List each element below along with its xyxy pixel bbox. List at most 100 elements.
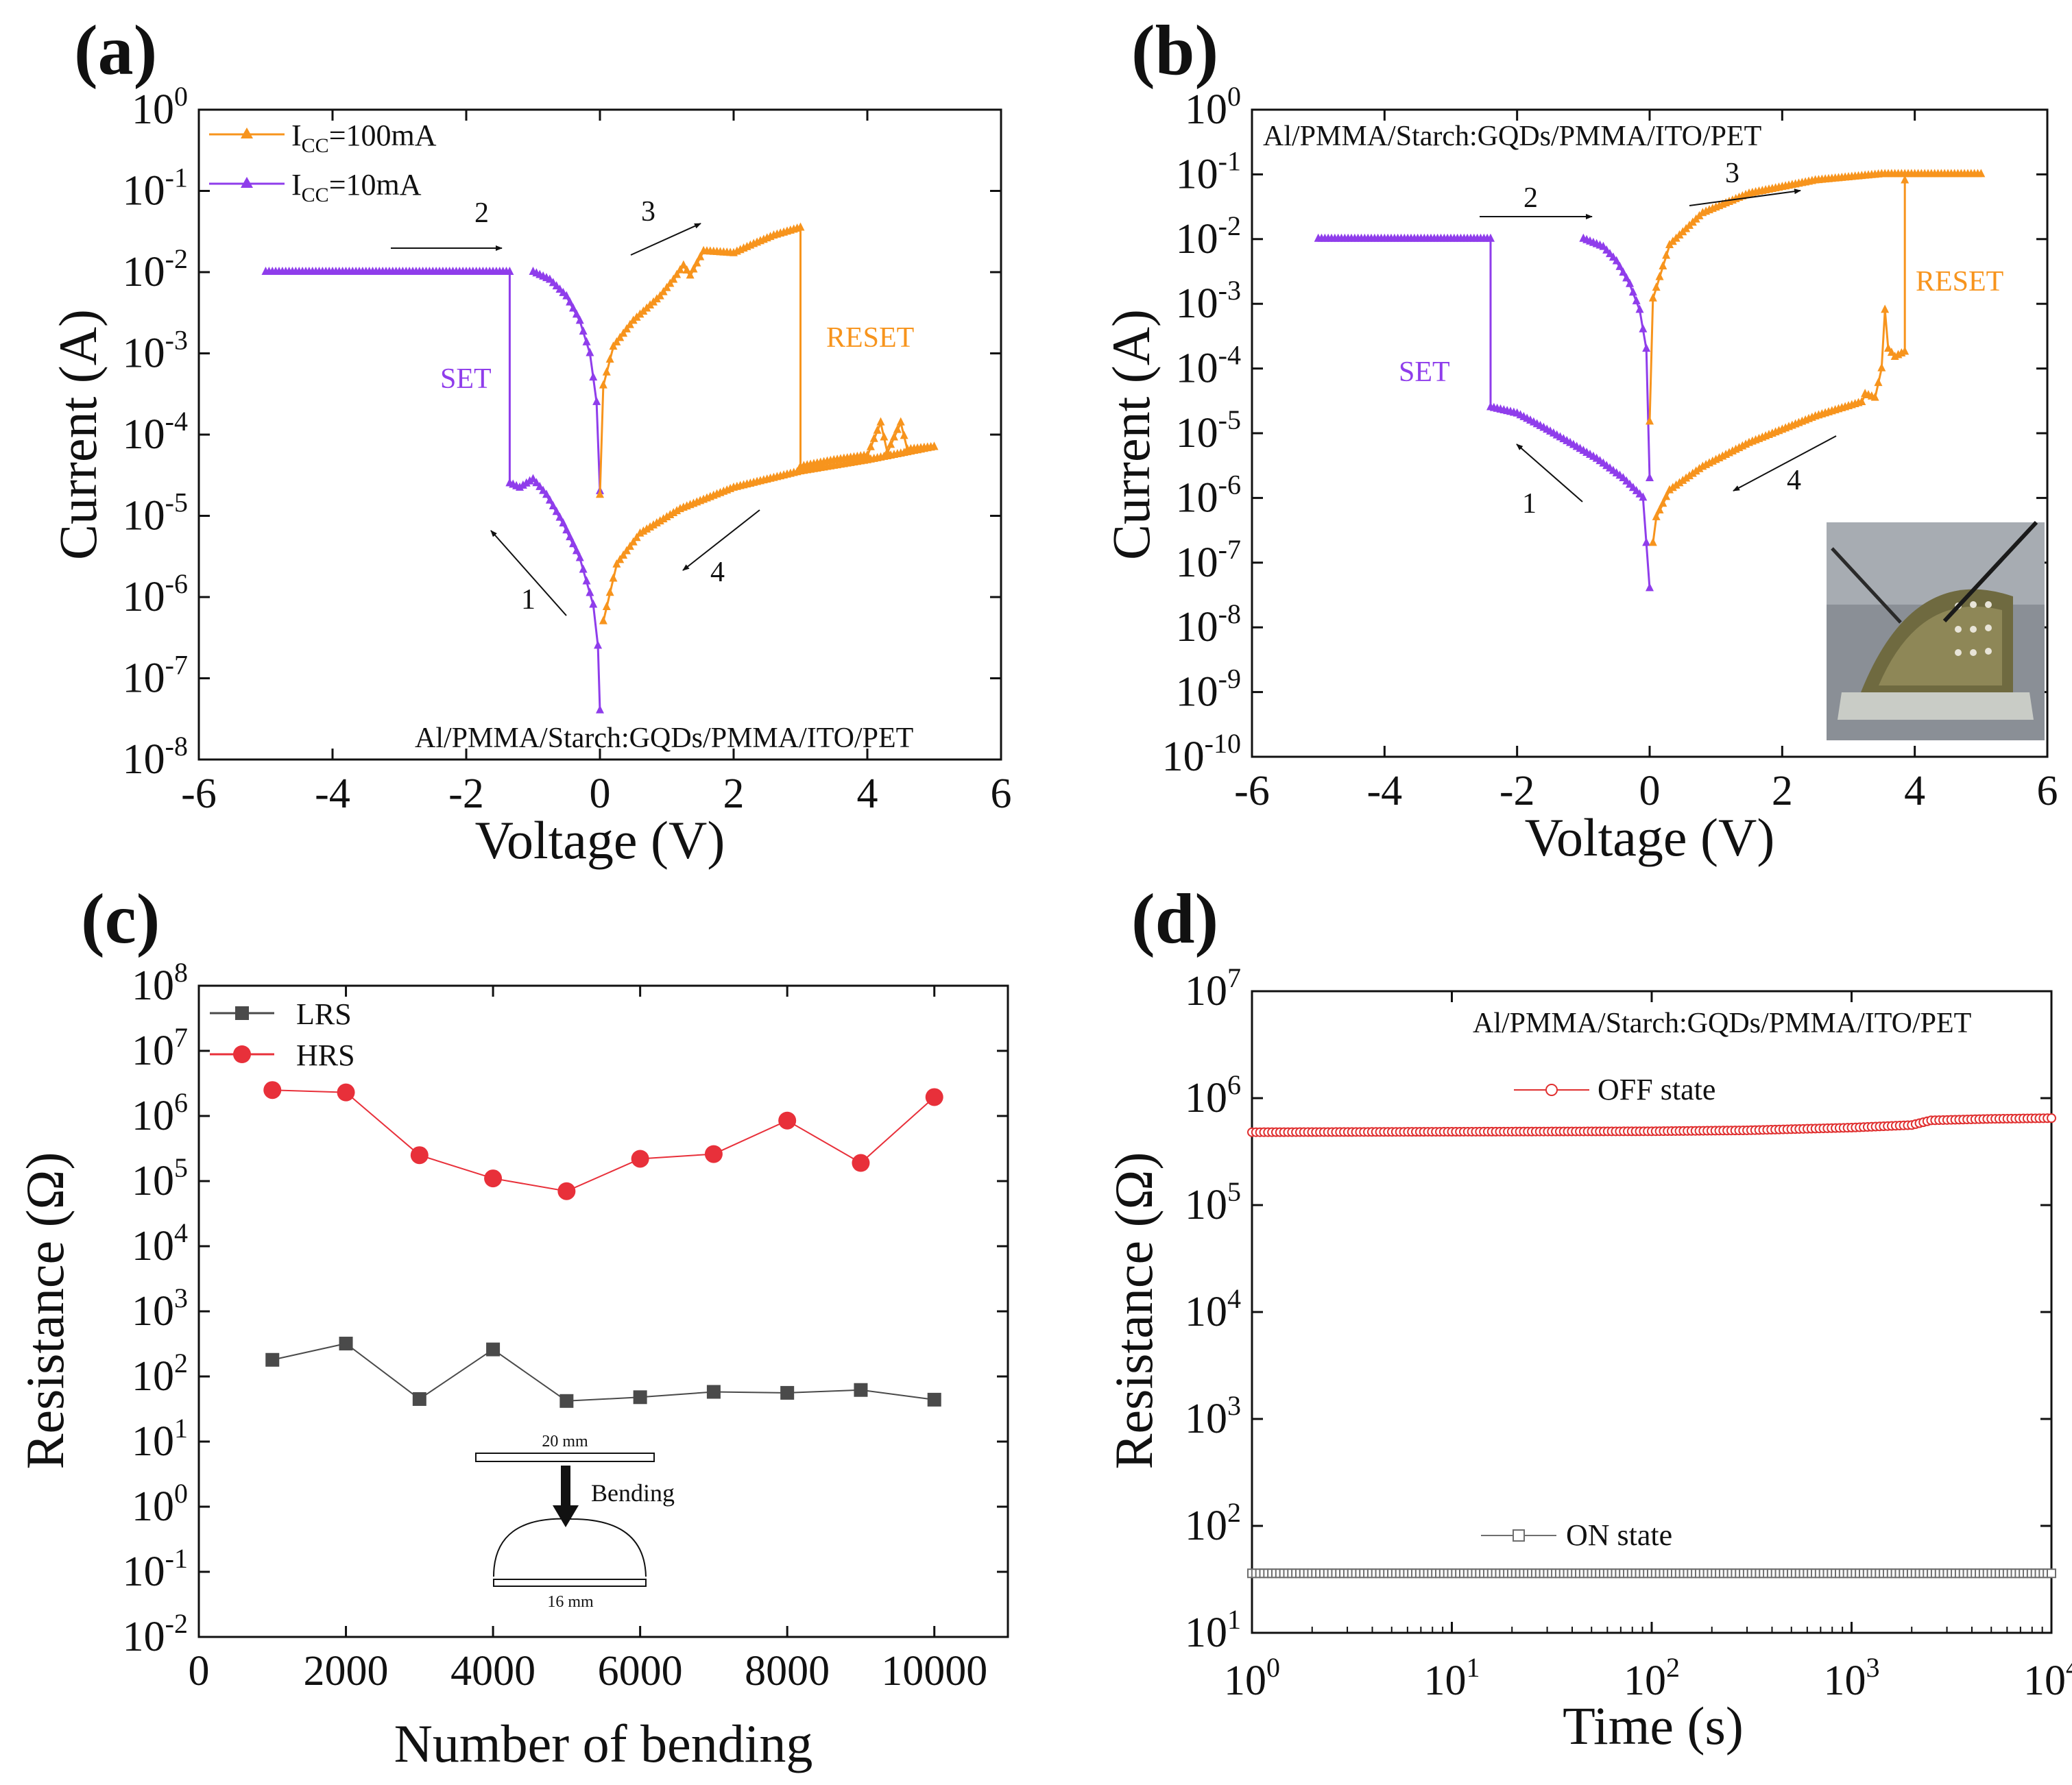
a-data-point — [625, 542, 634, 550]
b-data-point — [1648, 537, 1657, 546]
a-data-point — [676, 265, 684, 274]
a-data-point — [566, 532, 575, 541]
a-data-point — [686, 270, 695, 279]
a-data-point — [636, 528, 645, 537]
a-data-point — [594, 640, 603, 649]
chart-panel-c: 0 2000 4000 6000 8000 10000 108 107 106 105 104 103… — [15, 957, 1009, 1773]
a-data-point — [575, 552, 584, 561]
b-data-point — [1642, 537, 1651, 546]
flat-film-rect — [475, 1453, 655, 1462]
arrow-label-b-3: 3 — [1725, 158, 1739, 189]
b-data-point — [1659, 261, 1667, 270]
bending-arrow-head — [553, 1505, 579, 1527]
bent-length-label: 16 mm — [547, 1593, 594, 1611]
a-data-point — [549, 500, 557, 509]
b-data-point — [1659, 498, 1667, 507]
a-data-point — [873, 425, 882, 434]
b-data-point — [1884, 343, 1892, 352]
b-data-point — [1486, 233, 1495, 242]
a-data-point — [518, 480, 527, 489]
arrow-label-b-4: 4 — [1787, 465, 1801, 496]
b-data-point — [1635, 304, 1644, 313]
series-group-b — [1314, 169, 1986, 592]
arrow-label-a-3: 3 — [641, 196, 655, 228]
legend-marker-a-100mA — [241, 127, 253, 138]
device-label-b: Al/PMMA/Starch:GQDs/PMMA/ITO/PET — [1263, 121, 1761, 152]
y-tick-label: 10-9 — [1176, 664, 1241, 716]
x-tick-label: 100 — [1224, 1652, 1280, 1704]
y-axis-label-d: Resistance (Ω) — [1104, 1152, 1164, 1470]
chart-panel-a: -6 -4 -2 0 2 4 6 100 10-1 10-2 10-3 10-4 10-5 10-6 10-… — [48, 81, 1012, 870]
b-series-line-1 — [1582, 238, 1651, 479]
y-tick-label: 10-10 — [1162, 728, 1241, 780]
axis-ticks-d: 100101102103104107106105104103102101 — [1185, 962, 2072, 1704]
b-data-point — [1632, 295, 1641, 304]
arrow-b-3 — [1689, 189, 1801, 206]
a-data-point — [505, 267, 514, 275]
a-data-point — [569, 303, 577, 312]
device-photo-inset — [1827, 520, 2045, 740]
a-data-point — [662, 282, 671, 291]
b-data-point — [1628, 287, 1637, 296]
arrow-a-3 — [630, 223, 701, 256]
bending-arrow-shaft — [561, 1466, 570, 1507]
a-data-point — [586, 348, 594, 356]
c-data-point-hrs — [631, 1150, 649, 1168]
x-axis-label-b: Voltage (V) — [1525, 807, 1775, 867]
b-data-point — [1652, 282, 1661, 291]
y-tick-label: 10-7 — [1176, 534, 1241, 586]
set-label-a: SET — [440, 363, 492, 395]
b-data-point — [1881, 304, 1890, 313]
legend-marker-a-10mA — [241, 177, 253, 188]
a-data-point — [589, 372, 598, 381]
c-data-point-lrs — [633, 1390, 647, 1405]
arrow-label-a-1: 1 — [521, 584, 535, 616]
a-data-point — [602, 601, 611, 610]
legend-label-d-off: OFF state — [1598, 1073, 1715, 1106]
a-data-point — [623, 324, 631, 332]
b-data-point — [1639, 324, 1648, 332]
y-tick-label: 10-3 — [123, 325, 188, 377]
y-tick-label: 10-8 — [1176, 598, 1241, 651]
axis-ticks-b: -6 -4 -2 0 2 4 6 100 10-1 10-2 10-3 10-4 10-5 10-6 10-… — [1162, 81, 2058, 814]
a-data-point — [555, 512, 564, 521]
a-data-point — [599, 380, 607, 389]
a-data-point — [609, 341, 618, 350]
y-axis-label-b: Current (A) — [1101, 309, 1161, 560]
c-data-point-hrs — [557, 1182, 576, 1200]
a-data-point — [569, 539, 577, 548]
a-data-point — [535, 481, 544, 490]
legend-d-on: ON state — [1481, 1518, 1672, 1552]
panel-label-d: (d) — [1131, 879, 1218, 958]
x-tick-label: -6 — [181, 770, 217, 817]
x-tick-label: 2 — [1772, 768, 1793, 814]
a-data-point — [609, 573, 618, 582]
a-data-point — [679, 260, 688, 269]
x-tick-label: 0 — [590, 770, 611, 817]
b-data-point — [1662, 250, 1671, 259]
a-data-point — [582, 576, 591, 585]
b-data-point — [1874, 378, 1883, 387]
b-data-point — [1646, 416, 1654, 425]
a-data-point — [529, 474, 538, 483]
arrow-b-1 — [1516, 444, 1583, 502]
y-tick-label: 100 — [132, 81, 188, 133]
photo-holder — [1838, 692, 2034, 720]
a-data-point — [669, 274, 678, 283]
y-tick-label: 10-2 — [1176, 210, 1241, 263]
b-data-point — [1655, 271, 1664, 280]
b-data-point — [1646, 583, 1654, 592]
a-data-point — [586, 587, 594, 596]
a-data-point — [545, 495, 554, 504]
device-label-a: Al/PMMA/Starch:GQDs/PMMA/ITO/PET — [415, 722, 913, 754]
set-label-b: SET — [1399, 356, 1450, 388]
photo-backdrop — [1827, 522, 2045, 605]
y-tick-label: 10-8 — [123, 731, 188, 783]
a-data-point — [616, 555, 625, 563]
series-group-c — [263, 1081, 943, 1408]
x-tick-label: 10000 — [881, 1648, 987, 1695]
legend-c: LRS HRS — [210, 997, 355, 1072]
chart-panel-b: -6 -4 -2 0 2 4 6 100 10-1 10-2 10-3 10-4 10-5 10-6 10-… — [1101, 81, 2058, 867]
y-tick-label: 107 — [1185, 962, 1241, 1015]
